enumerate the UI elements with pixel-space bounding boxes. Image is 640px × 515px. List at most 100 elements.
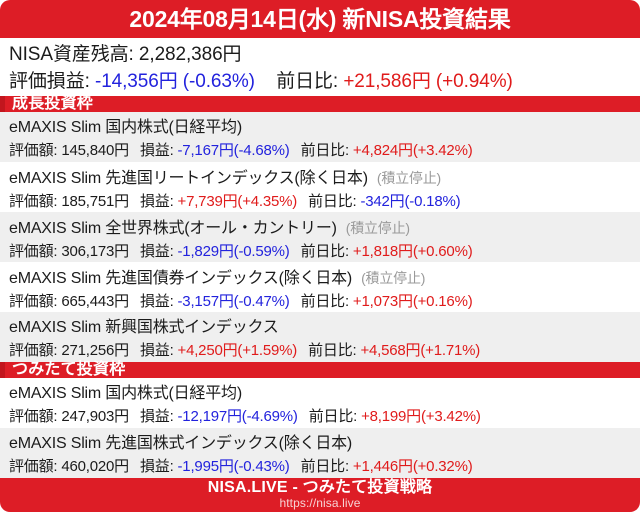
profit-loss-amount: -7,167円 — [177, 142, 234, 159]
valuation-value: 145,840円 — [61, 142, 129, 159]
section-header: つみたて投資枠 — [0, 362, 640, 378]
prev-day-amount: +1,818円 — [352, 243, 413, 260]
valuation-value: 185,751円 — [61, 193, 129, 210]
profit-loss-amount: -1,829円 — [177, 243, 234, 260]
fund-name-line: eMAXIS Slim 国内株式(日経平均) — [9, 382, 631, 406]
valuation-label: 評価額: — [9, 193, 58, 210]
valuation-value: 665,443円 — [61, 293, 129, 310]
profit-loss-label: 損益: — [139, 193, 174, 210]
fund-name-line: eMAXIS Slim 先進国リートインデックス(除く日本) (積立停止) — [9, 166, 631, 191]
profit-loss-amount: +4,250円 — [177, 342, 238, 359]
prev-day-percent: (+3.42%) — [420, 408, 481, 425]
profit-loss-percent: (+4.35%) — [237, 193, 298, 210]
valuation-value: 247,903円 — [61, 408, 129, 425]
profit-loss-label: 損益: — [139, 142, 174, 159]
prev-day-label: 前日比: — [276, 71, 339, 92]
prev-day-percent: (+1.71%) — [420, 342, 481, 359]
fund-figures-line: 評価額: 247,903円 損益: -12,197円(-4.69%) 前日比: +8… — [9, 406, 631, 428]
prev-day-label: 前日比: — [300, 142, 350, 159]
fund-name-line: eMAXIS Slim 全世界株式(オール・カントリー) (積立停止) — [9, 216, 631, 241]
status-badge: (積立停止) — [345, 220, 410, 236]
profit-loss-amount: -12,197円 — [177, 408, 242, 425]
prev-day-percent: (+0.60%) — [412, 243, 473, 260]
profit-loss-label: 損益: — [139, 293, 174, 310]
prev-day-percent: (+3.42%) — [412, 142, 473, 159]
fund-figures-line: 評価額: 185,751円 損益: +7,739円(+4.35%) 前日比: -34… — [9, 191, 631, 212]
pl-line: 評価損益: -14,356円 (-0.63%) 前日比: +21,586円 (+… — [9, 68, 631, 95]
fund-figures-line: 評価額: 145,840円 損益: -7,167円(-4.68%) 前日比: +4,… — [9, 140, 631, 162]
valuation-label: 評価額: — [9, 243, 58, 260]
status-badge: (積立停止) — [376, 170, 441, 186]
fund-row[interactable]: eMAXIS Slim 先進国株式インデックス(除く日本) 評価額: 460,02… — [0, 428, 640, 478]
profit-loss-amount: +7,739円 — [177, 193, 238, 210]
fund-figures-line: 評価額: 665,443円 損益: -3,157円(-0.47%) 前日比: +1,… — [9, 291, 631, 312]
valuation-value: 271,256円 — [61, 342, 129, 359]
pl-percent: (-0.63%) — [182, 71, 255, 92]
valuation-label: 評価額: — [9, 293, 58, 310]
profit-loss-percent: (-0.43%) — [233, 458, 290, 475]
profit-loss-label: 損益: — [139, 458, 174, 475]
prev-day-percent: (+0.94%) — [435, 71, 513, 92]
fund-name: eMAXIS Slim 先進国株式インデックス(除く日本) — [9, 435, 353, 452]
prev-day-label: 前日比: — [308, 408, 358, 425]
section-header: 成長投資枠 — [0, 96, 640, 112]
prev-day-percent: (+0.32%) — [412, 458, 473, 475]
prev-day-amount: -342円 — [360, 193, 405, 210]
balance-value: 2,282,386円 — [138, 44, 242, 65]
fund-name-line: eMAXIS Slim 新興国株式インデックス — [9, 316, 631, 340]
profit-loss-percent: (-0.59%) — [233, 243, 290, 260]
portfolio-summary: NISA資産残高: 2,282,386円 評価損益: -14,356円 (-0.… — [0, 38, 640, 96]
prev-day-amount: +8,199円 — [361, 408, 421, 425]
prev-day-label: 前日比: — [308, 193, 357, 210]
prev-day-label: 前日比: — [300, 293, 350, 310]
balance-label: NISA資産残高: — [9, 44, 134, 65]
fund-name-line: eMAXIS Slim 先進国債券インデックス(除く日本) (積立停止) — [9, 266, 631, 291]
fund-name: eMAXIS Slim 先進国リートインデックス(除く日本) — [9, 170, 368, 187]
footer-url[interactable]: https://nisa.live — [279, 496, 361, 510]
pl-label: 評価損益: — [9, 71, 90, 92]
profit-loss-percent: (-4.69%) — [241, 408, 298, 425]
fund-name-line: eMAXIS Slim 先進国株式インデックス(除く日本) — [9, 432, 631, 456]
profit-loss-amount: -3,157円 — [177, 293, 234, 310]
prev-day-label: 前日比: — [300, 458, 350, 475]
prev-day-amount: +21,586円 — [343, 71, 431, 92]
valuation-label: 評価額: — [9, 408, 58, 425]
page-title: 2024年08月14日(水) 新NISA投資結果 — [129, 5, 511, 32]
profit-loss-label: 損益: — [139, 342, 174, 359]
fund-row[interactable]: eMAXIS Slim 新興国株式インデックス評価額: 271,256円 損益: … — [0, 312, 640, 362]
fund-name: eMAXIS Slim 全世界株式(オール・カントリー) — [9, 220, 337, 237]
fund-name-line: eMAXIS Slim 国内株式(日経平均) — [9, 116, 631, 140]
valuation-label: 評価額: — [9, 142, 58, 159]
fund-name: eMAXIS Slim 新興国株式インデックス — [9, 319, 279, 336]
fund-figures-line: 評価額: 271,256円 損益: +4,250円(+1.59%) 前日比: +4,… — [9, 340, 631, 362]
footer-brand: NISA.LIVE - つみたて投資戦略 — [207, 479, 433, 496]
fund-figures-line: 評価額: 460,020円 損益: -1,995円(-0.43%) 前日比: +1,… — [9, 456, 631, 478]
prev-day-percent: (+0.16%) — [412, 293, 473, 310]
card-footer: NISA.LIVE - つみたて投資戦略 https://nisa.live — [0, 478, 640, 512]
valuation-label: 評価額: — [9, 342, 58, 359]
sections-container: 成長投資枠 eMAXIS Slim 国内株式(日経平均) 評価額: 145,840円… — [0, 96, 640, 478]
status-badge: (積立停止) — [361, 270, 426, 286]
fund-row[interactable]: eMAXIS Slim 国内株式(日経平均) 評価額: 145,840円 損益: -… — [0, 112, 640, 162]
prev-day-label: 前日比: — [300, 243, 350, 260]
fund-figures-line: 評価額: 306,173円 損益: -1,829円(-0.59%) 前日比: +1,… — [9, 241, 631, 262]
fund-list: eMAXIS Slim 国内株式(日経平均) 評価額: 247,903円 損益: -… — [0, 378, 640, 478]
prev-day-amount: +1,073円 — [352, 293, 413, 310]
profit-loss-label: 損益: — [139, 408, 174, 425]
fund-name: eMAXIS Slim 国内株式(日経平均) — [9, 385, 242, 402]
fund-row[interactable]: eMAXIS Slim 先進国リートインデックス(除く日本) (積立停止) 評価額:… — [0, 162, 640, 212]
valuation-value: 460,020円 — [61, 458, 129, 475]
pl-amount: -14,356円 — [94, 71, 178, 92]
fund-row[interactable]: eMAXIS Slim 先進国債券インデックス(除く日本) (積立停止) 評価額: … — [0, 262, 640, 312]
fund-row[interactable]: eMAXIS Slim 全世界株式(オール・カントリー) (積立停止) 評価額: 3… — [0, 212, 640, 262]
prev-day-percent: (-0.18%) — [404, 193, 461, 210]
profit-loss-amount: -1,995円 — [177, 458, 234, 475]
valuation-value: 306,173円 — [61, 243, 129, 260]
prev-day-amount: +4,568円 — [360, 342, 421, 359]
valuation-label: 評価額: — [9, 458, 58, 475]
profit-loss-percent: (-4.68%) — [233, 142, 290, 159]
section-title: つみたて投資枠 — [12, 361, 126, 378]
section-title: 成長投資枠 — [12, 95, 94, 112]
fund-row[interactable]: eMAXIS Slim 国内株式(日経平均) 評価額: 247,903円 損益: -… — [0, 378, 640, 428]
